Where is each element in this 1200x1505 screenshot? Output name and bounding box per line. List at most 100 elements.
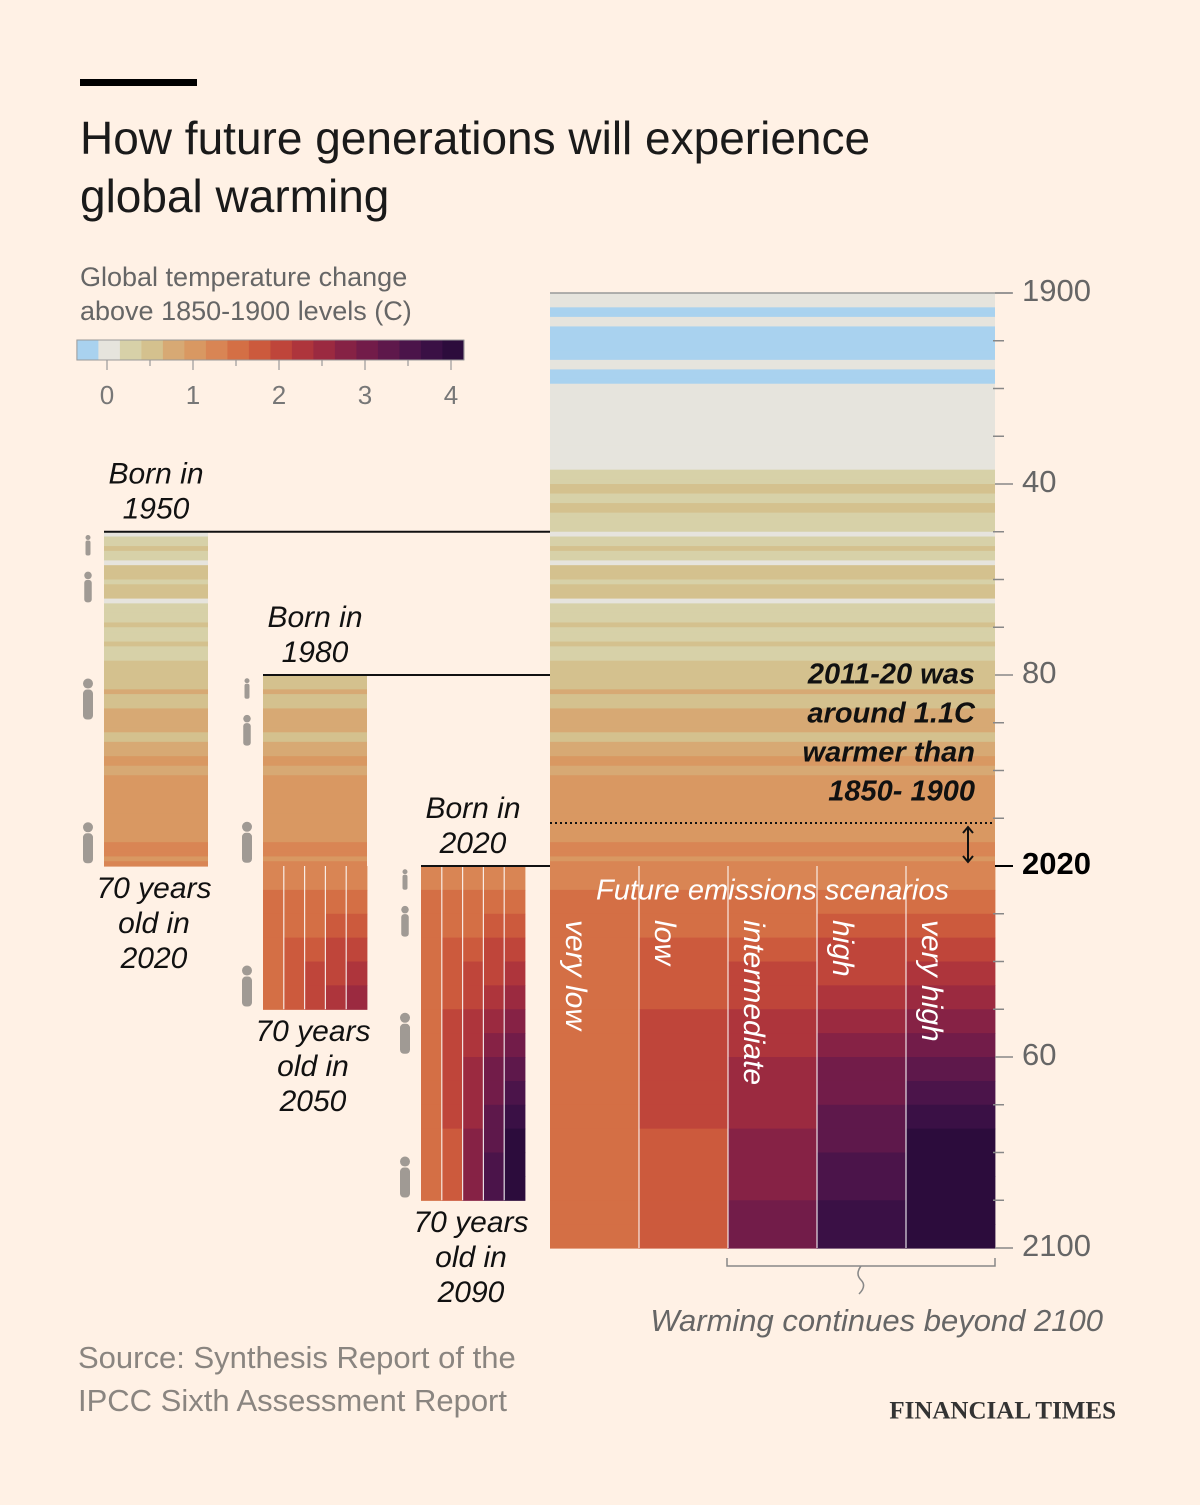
person-head (402, 869, 408, 875)
stripe (550, 660, 995, 667)
scenario-stripe (304, 913, 326, 939)
scenario-stripe (325, 985, 347, 1010)
scenario-stripe (550, 961, 640, 986)
scenario-stripe (283, 889, 305, 915)
stripe (550, 493, 995, 499)
stripe (550, 622, 995, 628)
scenario-stripe (639, 1080, 729, 1106)
legend-swatch (205, 340, 228, 360)
person-head (243, 714, 251, 723)
stripe (550, 837, 995, 843)
stripe (104, 703, 208, 710)
scenario-stripe (325, 889, 347, 915)
stripe (104, 717, 208, 724)
stripe (104, 627, 208, 633)
stripe (550, 407, 995, 413)
scenario-stripe (906, 1128, 996, 1154)
stripe (550, 713, 995, 719)
scenario-stripe (263, 985, 285, 1010)
stripe (550, 488, 995, 495)
scenario-stripe (504, 937, 526, 963)
scenario-stripe (817, 961, 907, 986)
stripe (550, 345, 995, 351)
person-icon (243, 714, 251, 746)
stripe (104, 794, 208, 800)
stripe (550, 799, 995, 805)
stripe (550, 441, 995, 447)
scenario-stripe (550, 985, 640, 1010)
stripe (550, 355, 995, 361)
stripe (550, 536, 995, 542)
stripe (104, 603, 208, 609)
stripe (550, 813, 995, 819)
stripe (104, 670, 208, 676)
generation-note: 70 years (255, 1015, 370, 1048)
stripe (104, 856, 208, 862)
scenario-stripe (504, 1176, 526, 1201)
stripe (104, 555, 208, 561)
stripe (550, 565, 995, 571)
legend-swatch (184, 340, 207, 360)
scenario-stripe (639, 1033, 729, 1058)
person-head (83, 678, 93, 689)
stripe (550, 808, 995, 815)
stripe (550, 789, 995, 795)
stripe (550, 546, 995, 552)
stripe (104, 550, 208, 557)
scenario-stripe (639, 1009, 729, 1034)
scenario-stripe (550, 1128, 640, 1154)
stripe (104, 832, 208, 838)
stripe (550, 302, 995, 308)
stripe (550, 684, 995, 690)
y-tick-label: 2020 (1022, 846, 1091, 881)
stripe (550, 369, 995, 375)
stripe (550, 756, 995, 762)
stripe (550, 675, 995, 681)
person-icon (244, 678, 250, 699)
generation-label: 1950 (123, 493, 190, 526)
person-head (84, 571, 92, 580)
scenario-stripe (906, 1009, 996, 1034)
stripe (550, 350, 995, 356)
stripe (104, 732, 208, 738)
generation-note: old in (435, 1241, 507, 1274)
stripe (104, 632, 208, 638)
scenario-stripe (441, 1128, 463, 1154)
scenario-stripe (483, 866, 505, 891)
scenario-stripe (346, 961, 368, 986)
stripe (104, 775, 208, 781)
scenario-stripe (304, 866, 326, 891)
stripe (104, 541, 208, 547)
scenario-label: low (648, 920, 681, 967)
scenario-stripe (728, 889, 818, 915)
person-head (244, 678, 250, 684)
legend-swatch (141, 340, 164, 360)
scenario-stripe (483, 1152, 505, 1177)
scenario-stripe (462, 985, 484, 1010)
scenario-stripe (906, 961, 996, 986)
scenario-stripe (906, 1176, 996, 1201)
scenario-stripe (817, 1128, 907, 1154)
person-head (242, 821, 252, 832)
stripe (550, 359, 995, 366)
scenario-stripe (304, 961, 326, 986)
stripe (550, 679, 995, 686)
stripe (550, 464, 995, 471)
scenario-stripe (441, 1176, 463, 1201)
scenario-stripe (441, 1033, 463, 1058)
stripe (550, 846, 995, 853)
stripe (550, 722, 995, 729)
scenario-stripe (817, 937, 907, 963)
stripe (104, 746, 208, 752)
generation-label: Born in (108, 458, 203, 491)
stripe (104, 641, 208, 647)
y-tick-label: 40 (1022, 464, 1056, 499)
generation-note: 2050 (279, 1085, 347, 1118)
legend-frame (76, 339, 465, 361)
scenario-stripe (550, 1152, 640, 1177)
legend-swatch (248, 340, 271, 360)
stripe (550, 398, 995, 404)
stripe (263, 703, 367, 710)
legend-swatch (377, 340, 400, 360)
scenario-stripe (421, 1104, 443, 1130)
